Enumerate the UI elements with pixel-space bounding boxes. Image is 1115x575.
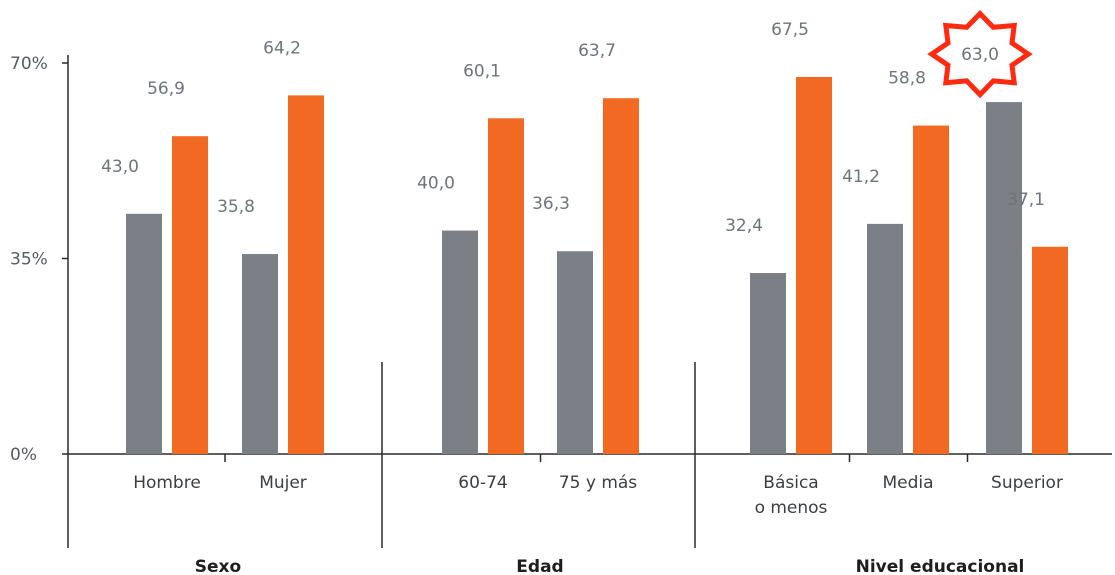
bar-value-label: 58,8 — [888, 69, 926, 89]
category-label: Media — [882, 473, 933, 493]
bar-value-label: 43,0 — [101, 157, 139, 177]
bar-value-label: 64,2 — [263, 38, 301, 58]
bar-orange — [288, 95, 324, 454]
group-label: Sexo — [195, 557, 241, 575]
bar-value-label: 35,8 — [217, 197, 255, 217]
bar-orange — [796, 76, 832, 454]
bar-orange — [488, 118, 524, 454]
y-tick-label: 70% — [10, 54, 48, 74]
highlight-starburst — [927, 10, 1033, 99]
bar-gray — [557, 251, 593, 454]
bar-gray — [242, 254, 278, 454]
bar-value-label: 36,3 — [532, 194, 570, 214]
bar-orange — [172, 136, 208, 454]
bar-gray — [126, 213, 162, 454]
bar-orange — [603, 98, 639, 454]
category-label: Básica — [763, 473, 818, 493]
bar-value-label: 67,5 — [771, 20, 809, 40]
bar-orange — [913, 125, 949, 454]
y-tick-label: 0% — [10, 445, 37, 465]
bar-value-label: 32,4 — [725, 216, 763, 236]
category-label: Mujer — [259, 473, 307, 493]
bar-value-label: 63,7 — [578, 41, 616, 61]
bar-value-label: 40,0 — [417, 174, 455, 194]
bar-value-label: 41,2 — [842, 167, 880, 187]
group-label: Edad — [516, 557, 563, 575]
category-label: o menos — [755, 498, 828, 518]
bar-value-label: 63,0 — [961, 45, 999, 65]
category-label: Hombre — [133, 473, 201, 493]
category-label: 60-74 — [458, 473, 507, 493]
bar-gray — [750, 273, 786, 454]
bar-gray — [442, 230, 478, 454]
bar-value-label: 37,1 — [1007, 190, 1045, 210]
y-tick-label: 35% — [10, 250, 48, 270]
bar-value-label: 56,9 — [147, 79, 185, 99]
bar-gray — [867, 223, 903, 454]
bar-gray — [986, 102, 1022, 454]
bar-value-label: 60,1 — [463, 61, 501, 81]
bar-orange — [1032, 246, 1068, 454]
group-label: Nivel educacional — [856, 557, 1025, 575]
category-label: 75 y más — [559, 473, 637, 493]
category-label: Superior — [991, 473, 1063, 493]
